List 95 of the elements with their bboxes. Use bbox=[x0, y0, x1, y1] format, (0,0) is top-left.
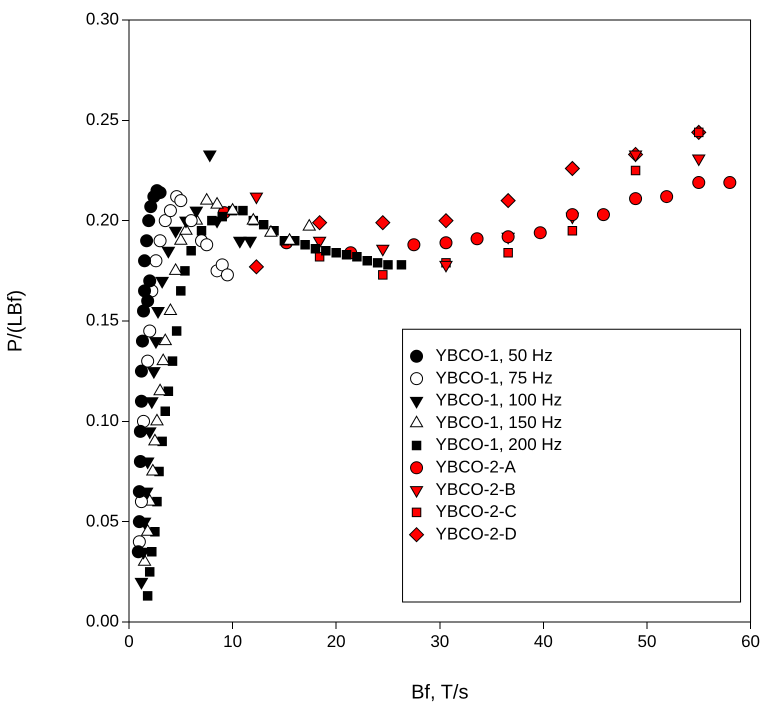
x-tick-label: 60 bbox=[741, 632, 760, 651]
point bbox=[628, 150, 642, 162]
legend-label: YBCO-1, 150 Hz bbox=[436, 412, 562, 432]
x-tick-label: 50 bbox=[637, 632, 656, 651]
point bbox=[372, 258, 382, 268]
point bbox=[136, 334, 149, 348]
y-tick-label: 0.05 bbox=[86, 511, 119, 530]
point bbox=[378, 270, 388, 280]
point bbox=[144, 567, 154, 577]
point bbox=[596, 208, 610, 222]
legend-label: YBCO-1, 100 Hz bbox=[436, 390, 562, 410]
point bbox=[142, 214, 156, 228]
point bbox=[144, 200, 158, 214]
legend-label: YBCO-2-B bbox=[436, 480, 516, 499]
point bbox=[396, 260, 406, 270]
point bbox=[134, 424, 147, 438]
point bbox=[470, 232, 484, 246]
point bbox=[258, 220, 268, 230]
point bbox=[147, 547, 157, 557]
x-tick-label: 0 bbox=[124, 632, 134, 651]
point bbox=[174, 194, 188, 208]
point bbox=[375, 215, 390, 230]
point bbox=[140, 234, 154, 248]
point bbox=[134, 394, 148, 408]
point bbox=[383, 260, 393, 270]
point bbox=[220, 268, 234, 282]
point bbox=[164, 386, 174, 396]
point bbox=[176, 286, 186, 296]
point bbox=[331, 248, 341, 258]
point bbox=[352, 252, 362, 262]
point bbox=[321, 246, 331, 256]
point bbox=[142, 591, 152, 601]
point bbox=[564, 160, 580, 176]
point bbox=[407, 238, 420, 252]
y-tick-label: 0.20 bbox=[86, 210, 119, 230]
legend-label: YBCO-1, 200 Hz bbox=[436, 435, 562, 454]
point bbox=[216, 258, 229, 272]
legend-label: YBCO-2-C bbox=[436, 502, 517, 522]
point bbox=[300, 240, 310, 250]
legend-label: YBCO-2-D bbox=[436, 524, 517, 544]
point bbox=[438, 213, 454, 228]
point bbox=[503, 248, 513, 258]
point bbox=[132, 485, 146, 498]
point bbox=[502, 230, 515, 244]
point bbox=[164, 204, 177, 218]
legend-label: YBCO-2-A bbox=[436, 457, 516, 476]
point bbox=[196, 226, 206, 236]
point bbox=[143, 274, 156, 288]
legend-label: YBCO-1, 75 Hz bbox=[436, 368, 553, 388]
x-tick-label: 20 bbox=[326, 632, 346, 651]
point bbox=[143, 324, 156, 338]
point bbox=[151, 306, 165, 318]
point bbox=[138, 254, 152, 268]
point bbox=[312, 215, 328, 230]
point bbox=[180, 266, 190, 276]
point bbox=[132, 515, 146, 528]
point bbox=[310, 244, 320, 254]
point bbox=[137, 304, 150, 318]
point bbox=[172, 326, 182, 336]
x-tick-label: 10 bbox=[223, 632, 242, 651]
x-axis-title: Bf, T/s bbox=[411, 682, 468, 704]
point bbox=[248, 259, 264, 274]
point bbox=[692, 176, 706, 190]
y-tick-label: 0.10 bbox=[86, 411, 119, 430]
point bbox=[141, 294, 154, 308]
point bbox=[160, 406, 170, 416]
point bbox=[203, 150, 216, 162]
point bbox=[568, 226, 578, 236]
point bbox=[534, 226, 547, 240]
y-tick-label: 0.15 bbox=[86, 310, 119, 330]
point bbox=[566, 208, 579, 222]
legend-label: YBCO-1, 50 Hz bbox=[436, 346, 553, 365]
point bbox=[692, 154, 706, 166]
point bbox=[660, 190, 674, 204]
y-tick-label: 0.00 bbox=[86, 612, 119, 631]
point bbox=[134, 454, 147, 468]
y-tick-label: 0.30 bbox=[86, 10, 119, 29]
x-tick-label: 40 bbox=[534, 632, 553, 651]
point bbox=[238, 206, 248, 216]
y-tick-label: 0.25 bbox=[86, 110, 119, 130]
point bbox=[132, 545, 145, 558]
point bbox=[630, 166, 640, 176]
point bbox=[723, 176, 736, 190]
y-axis-title: P/(LBf) bbox=[4, 290, 27, 352]
point bbox=[500, 193, 516, 208]
point bbox=[629, 192, 642, 206]
point bbox=[168, 356, 178, 366]
point bbox=[134, 364, 148, 378]
point bbox=[200, 238, 214, 252]
point bbox=[362, 256, 372, 266]
point bbox=[184, 214, 198, 228]
x-tick-label: 30 bbox=[430, 632, 450, 651]
point bbox=[186, 246, 196, 256]
point bbox=[154, 234, 167, 248]
point bbox=[439, 236, 452, 250]
